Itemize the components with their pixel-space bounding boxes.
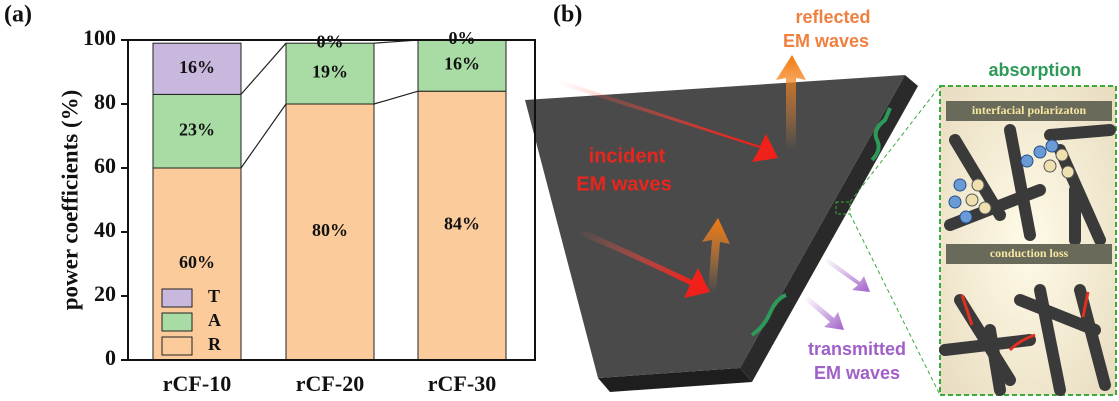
value-label: 23% (179, 119, 215, 139)
connector (241, 43, 286, 94)
y-tick-label: 20 (94, 281, 116, 306)
figure: (b) inte (0, 0, 1119, 401)
value-label: 0% (317, 31, 344, 51)
legend-label: R (208, 334, 222, 354)
value-label: 84% (444, 214, 480, 234)
connector (374, 91, 418, 104)
x-tick-label: rCF-20 (296, 371, 364, 396)
diagram: (b) inte (525, 2, 1116, 396)
polarization-label: interfacial polarizaton (972, 103, 1087, 117)
incident-label: incident (589, 145, 666, 167)
value-label: 19% (312, 62, 348, 82)
value-label: 0% (449, 28, 476, 48)
value-label: 16% (444, 54, 480, 74)
transmitted-label: EM waves (814, 363, 900, 383)
value-label: 60% (179, 252, 215, 272)
x-tick-label: rCF-10 (163, 371, 231, 396)
absorption-label: absorption (989, 60, 1082, 80)
y-axis-label: power coefficients (%) (57, 90, 82, 311)
reflected-label: reflected (795, 7, 870, 27)
reflected-label: EM waves (783, 31, 869, 51)
y-tick-label: 80 (94, 89, 116, 114)
x-tick-label: rCF-30 (428, 371, 496, 396)
legend-swatch (162, 337, 192, 355)
y-tick-label: 100 (83, 25, 116, 50)
conduction-label: conduction loss (990, 246, 1069, 260)
y-tick-label: 0 (105, 345, 116, 370)
transmitted-arrow (825, 258, 870, 292)
transmitted-label: transmitted (808, 339, 906, 359)
value-label: 16% (179, 57, 215, 77)
transmitted-arrow (805, 296, 844, 330)
y-tick-label: 60 (94, 153, 116, 178)
connector (241, 104, 286, 168)
legend-swatch (162, 313, 192, 331)
value-label: 80% (312, 220, 348, 240)
panel-label: (b) (553, 2, 582, 28)
chart: (a) power coefficients (%) rCF-10 rCF-20 r… (4, 2, 535, 397)
panel-label: (a) (4, 2, 32, 28)
incident-label: EM waves (576, 173, 672, 195)
y-tick-label: 40 (94, 217, 116, 242)
legend-swatch (162, 289, 192, 307)
legend-label: T (208, 286, 220, 306)
legend-label: A (208, 310, 221, 330)
